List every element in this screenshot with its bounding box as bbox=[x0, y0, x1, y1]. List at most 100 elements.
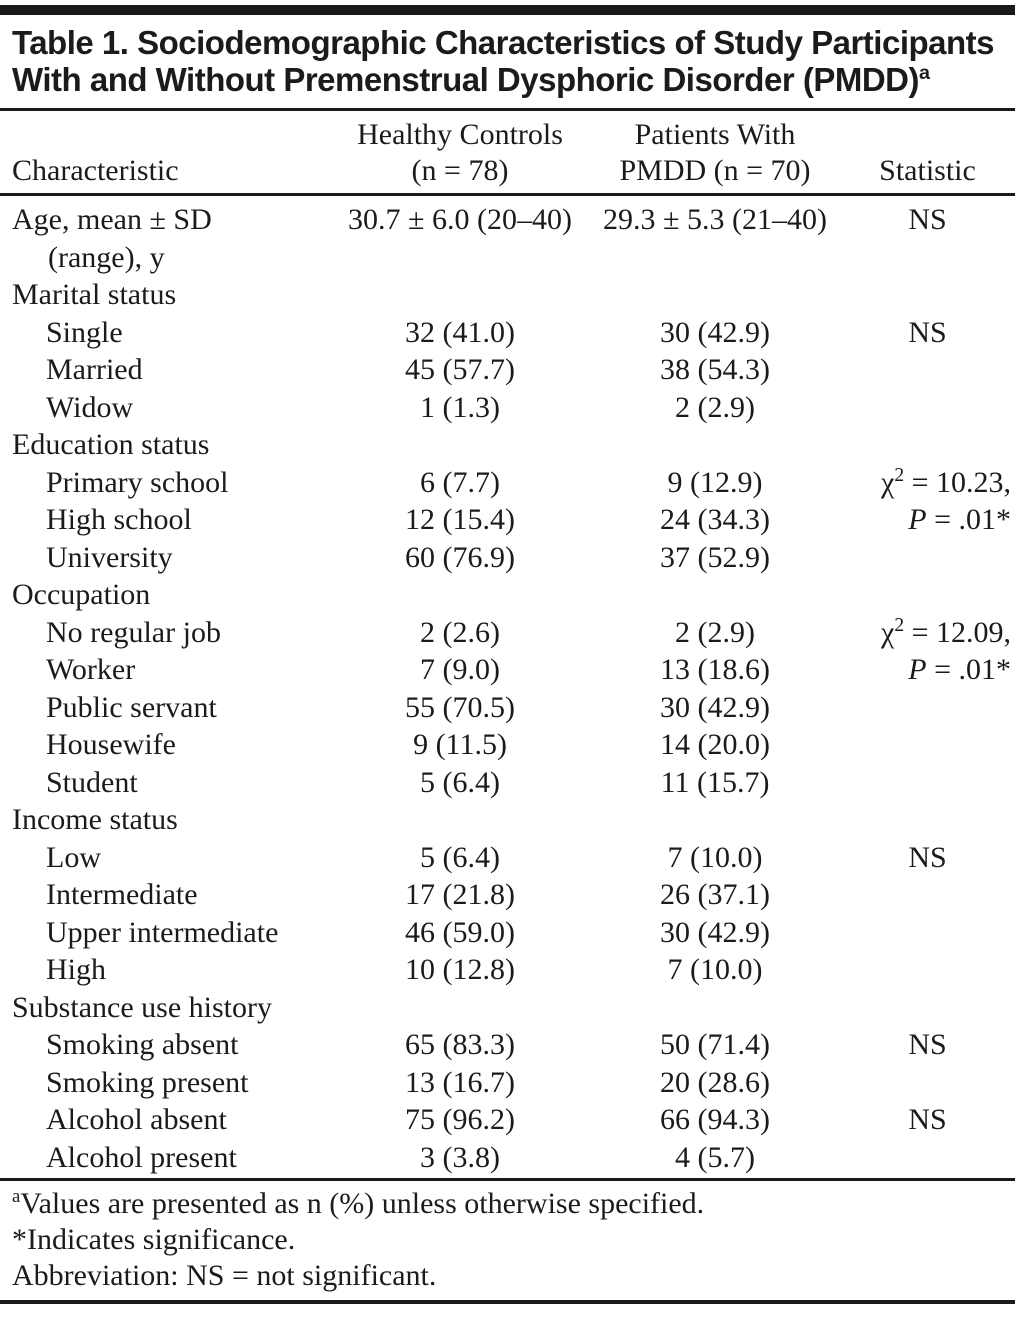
cell-statistic bbox=[840, 689, 1015, 727]
table-row: No regular job 2 (2.6) 2 (2.9) χ2 = 12.09, bbox=[0, 614, 1015, 652]
cell-characteristic: Married bbox=[0, 351, 330, 389]
stat-superscript: 2 bbox=[894, 614, 905, 636]
row-label: Public servant bbox=[46, 690, 217, 724]
table-row: High 10 (12.8) 7 (10.0) bbox=[0, 951, 1015, 989]
cell-pmdd-value: 9 (12.9) bbox=[667, 465, 763, 499]
table-row: Smoking present 13 (16.7) 20 (28.6) bbox=[0, 1064, 1015, 1102]
cell-pmdd-value: 66 (94.3) bbox=[660, 1103, 770, 1136]
table-row: Student 5 (6.4) 11 (15.7) bbox=[0, 764, 1015, 802]
table-row: Intermediate 17 (21.8) 26 (37.1) bbox=[0, 876, 1015, 914]
cell-characteristic: Intermediate bbox=[0, 876, 330, 914]
cell-statistic bbox=[840, 726, 1015, 764]
cell-pmdd-value: 2 (2.9) bbox=[675, 390, 755, 424]
cell-pmdd-value: 7 (10.0) bbox=[667, 953, 763, 986]
cell-pmdd-value bbox=[590, 576, 840, 614]
cell-pmdd-value bbox=[590, 276, 840, 314]
table-row: Widow 1 (1.3) 2 (2.9) bbox=[0, 389, 1015, 427]
row-label: Alcohol absent bbox=[46, 1103, 227, 1136]
cell-pmdd-value bbox=[590, 801, 840, 839]
cell-statistic: NS bbox=[908, 203, 947, 236]
cell-characteristic: Alcohol present bbox=[0, 1139, 330, 1177]
row-label: Student bbox=[46, 765, 138, 799]
table-row: High school 12 (15.4) 24 (34.3) P = .01* bbox=[0, 501, 1015, 539]
cell-pmdd-value bbox=[590, 426, 840, 464]
table-row: Income status bbox=[0, 801, 1015, 839]
cell-pmdd-value: 2 (2.9) bbox=[675, 615, 755, 649]
cell-statistic bbox=[840, 351, 1015, 389]
col-header-pmdd-line1: Patients With bbox=[634, 118, 796, 151]
cell-statistic bbox=[840, 539, 1015, 577]
cell-healthy-value: 3 (3.8) bbox=[420, 1140, 500, 1174]
table-row: Public servant 55 (70.5) 30 (42.9) bbox=[0, 689, 1015, 727]
cell-characteristic: Income status bbox=[0, 801, 330, 839]
cell-statistic bbox=[840, 1139, 1015, 1177]
table-row: Substance use history bbox=[0, 989, 1015, 1027]
row-label: Single bbox=[46, 315, 123, 349]
stat-text: = 10.23, bbox=[904, 465, 1011, 499]
cell-characteristic: No regular job bbox=[0, 614, 330, 652]
table-title-superscript: a bbox=[918, 62, 930, 84]
cell-pmdd-value: 24 (34.3) bbox=[660, 503, 770, 536]
cell-healthy-value: 55 (70.5) bbox=[405, 690, 515, 724]
footnote-abbreviation: Abbreviation: NS = not significant. bbox=[12, 1259, 437, 1292]
row-label-continued: (range), y bbox=[48, 240, 165, 274]
bottom-rule bbox=[0, 1300, 1015, 1304]
cell-healthy-value: 75 (96.2) bbox=[405, 1103, 515, 1136]
cell-pmdd-value: 20 (28.6) bbox=[660, 1065, 770, 1099]
row-label: University bbox=[46, 540, 173, 574]
cell-statistic bbox=[840, 1064, 1015, 1102]
cell-characteristic: Education status bbox=[0, 426, 330, 464]
stat-text: P bbox=[908, 653, 927, 686]
row-label: Housewife bbox=[46, 728, 176, 761]
table-row: Age, mean ± SD (range), y 30.7 ± 6.0 (20–4… bbox=[0, 201, 1015, 276]
stat-text: χ bbox=[881, 465, 895, 499]
table-row: University 60 (76.9) 37 (52.9) bbox=[0, 539, 1015, 577]
header-rule bbox=[0, 193, 1015, 196]
cell-statistic: NS bbox=[908, 315, 947, 349]
cell-healthy-value: 32 (41.0) bbox=[405, 315, 515, 349]
row-label: Substance use history bbox=[12, 990, 272, 1024]
table-row: Primary school 6 (7.7) 9 (12.9) χ2 = 10.23, bbox=[0, 464, 1015, 502]
cell-pmdd-value: 29.3 ± 5.3 (21–40) bbox=[603, 203, 827, 236]
cell-healthy-value: 60 (76.9) bbox=[405, 540, 515, 574]
cell-characteristic: Single bbox=[0, 314, 330, 352]
top-rule bbox=[0, 5, 1015, 15]
footnote-values-text: Values are presented as n (%) unless oth… bbox=[20, 1187, 705, 1220]
table-title-text: Table 1. Sociodemographic Characteristic… bbox=[12, 24, 995, 98]
cell-statistic: NS bbox=[908, 1028, 947, 1061]
cell-healthy-value bbox=[330, 801, 590, 839]
stat-text: = .01* bbox=[926, 503, 1011, 536]
table-row: Married 45 (57.7) 38 (54.3) bbox=[0, 351, 1015, 389]
cell-characteristic: Housewife bbox=[0, 726, 330, 764]
table-row: Smoking absent 65 (83.3) 50 (71.4) NS bbox=[0, 1026, 1015, 1064]
cell-characteristic: High bbox=[0, 951, 330, 989]
table-row: Worker 7 (9.0) 13 (18.6) P = .01* bbox=[0, 651, 1015, 689]
body-bottom-rule bbox=[0, 1178, 1015, 1181]
cell-pmdd-value: 4 (5.7) bbox=[675, 1140, 755, 1174]
col-header-statistic: Statistic bbox=[840, 153, 1015, 189]
row-label: High school bbox=[46, 503, 192, 536]
stat-text: χ bbox=[881, 615, 895, 649]
cell-healthy-value: 30.7 ± 6.0 (20–40) bbox=[348, 203, 572, 236]
cell-healthy-value: 12 (15.4) bbox=[405, 503, 515, 536]
cell-characteristic: Smoking present bbox=[0, 1064, 330, 1102]
col-header-healthy-controls-line1: Healthy Controls bbox=[357, 118, 563, 151]
cell-healthy-value: 46 (59.0) bbox=[405, 915, 515, 949]
cell-characteristic: Smoking absent bbox=[0, 1026, 330, 1064]
row-label: Low bbox=[46, 840, 101, 874]
cell-healthy-value: 17 (21.8) bbox=[405, 878, 515, 911]
cell-characteristic: Widow bbox=[0, 389, 330, 427]
table-title: Table 1. Sociodemographic Characteristic… bbox=[0, 15, 1015, 108]
row-label: Worker bbox=[46, 653, 136, 686]
table-row: Alcohol absent 75 (96.2) 66 (94.3) NS bbox=[0, 1101, 1015, 1139]
table-row: Education status bbox=[0, 426, 1015, 464]
cell-statistic bbox=[840, 876, 1015, 914]
cell-characteristic: Occupation bbox=[0, 576, 330, 614]
footnote-significance: *Indicates significance. bbox=[12, 1223, 296, 1256]
cell-characteristic: Substance use history bbox=[0, 989, 330, 1027]
table-row: Upper intermediate 46 (59.0) 30 (42.9) bbox=[0, 914, 1015, 952]
row-label: Alcohol present bbox=[46, 1140, 237, 1174]
table-row: Low 5 (6.4) 7 (10.0) NS bbox=[0, 839, 1015, 877]
cell-healthy-value: 5 (6.4) bbox=[420, 765, 500, 799]
